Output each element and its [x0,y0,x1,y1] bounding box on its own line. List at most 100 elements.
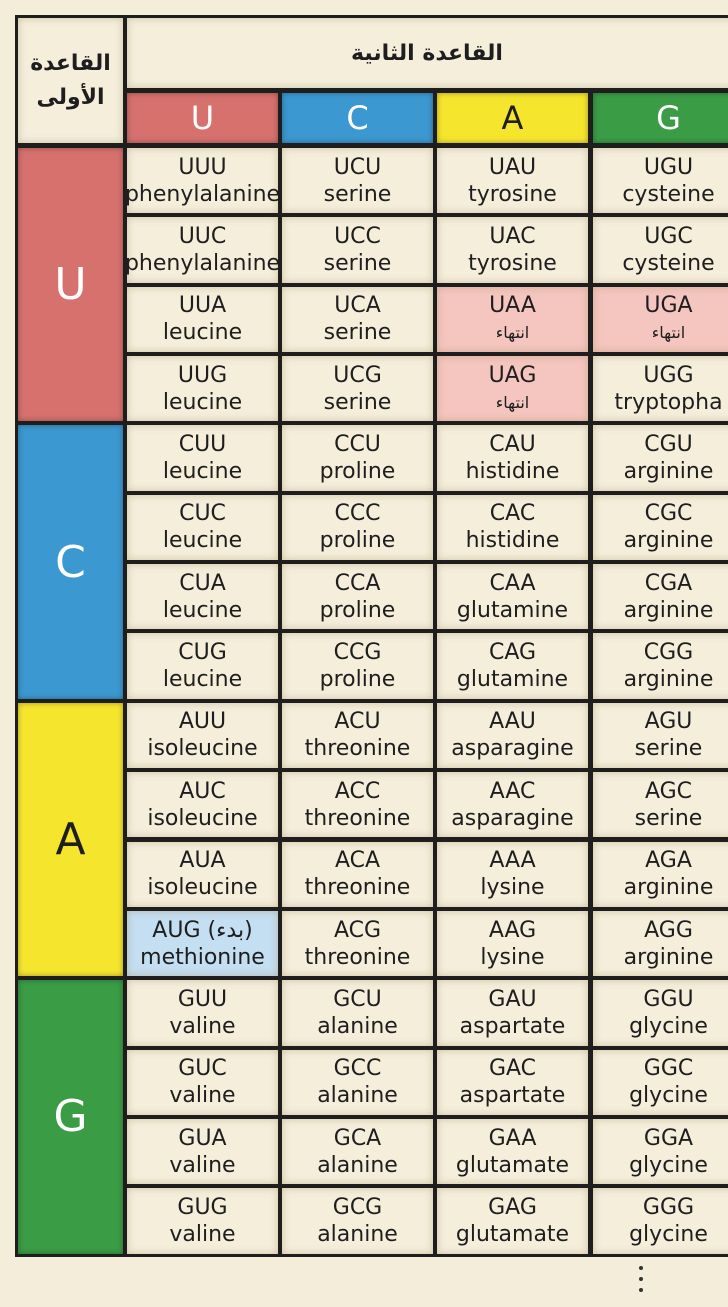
amino-acid: glutamine [456,667,569,693]
first-base: G [18,980,123,1254]
amino-acid: leucine [162,459,243,485]
codon: UGU [643,154,694,180]
amino-acid: arginine [623,667,714,693]
first-base-header: القاعدة الأولى [18,18,123,143]
amino-acid: leucine [162,528,243,554]
codon: UUG [177,362,228,388]
codon: GCA [333,1125,382,1151]
amino-acid: histidine [465,528,560,554]
codon-cell: UGC cysteine [593,217,728,283]
amino-acid: methionine [140,944,265,970]
codon: UGG [643,362,694,388]
codon: UCC [334,224,381,250]
amino-acid: valine [169,1152,236,1178]
second-base: U [127,93,278,143]
codon: UUU [178,154,227,180]
more-icon [639,1277,643,1281]
codon: CCG [333,640,382,666]
codon-cell: CAC histidine [437,494,588,561]
codon-cell: CGG arginine [593,633,728,699]
codon-cell: GGU glycine [593,980,728,1046]
codon-cell: UAU tyrosine [437,148,588,214]
second-base: A [437,93,588,143]
codon-cell: GUA valine [127,1118,278,1185]
amino-acid: serine [634,805,703,831]
codon-cell: UCA serine [282,286,433,353]
codon: AAG [488,917,537,943]
codon-cell: CUA leucine [127,564,278,630]
codon-cell: UAC tyrosine [437,217,588,283]
codon: UCG [333,362,382,388]
codon: CUC [179,501,226,527]
amino-acid: asparagine [451,805,574,831]
codon: CGU [644,432,693,458]
codon: CGG [643,640,694,666]
amino-acid: threonine [304,805,411,831]
codon: GCC [333,1056,382,1082]
amino-acid: threonine [304,736,411,762]
codon-cell: GCG alanine [282,1188,433,1254]
codon: GGG [642,1194,695,1220]
codon: GGU [643,986,694,1012]
codon: UAC [489,224,536,250]
amino-acid: histidine [465,459,560,485]
codon-cell: GUG valine [127,1188,278,1254]
amino-acid: threonine [304,944,411,970]
codon-cell: CCU proline [282,425,433,491]
codon: CAC [489,501,536,527]
codon: CUU [178,432,227,458]
amino-acid: leucine [162,597,243,623]
codon-cell: CGC arginine [593,494,728,561]
codon: UAA [489,293,536,319]
amino-acid: alanine [317,1221,398,1247]
codon: GUA [178,1125,227,1151]
amino-acid: phenylalanine [127,181,278,207]
codon-cell: GUU valine [127,980,278,1046]
codon: AAC [489,778,536,804]
codon-cell: UCU serine [282,148,433,214]
amino-acid: tyrosine [468,181,557,207]
codon: AUU [178,709,227,735]
codon: UUC [178,224,227,250]
codon-cell: AAA lysine [437,841,588,907]
amino-acid: cysteine [622,181,715,207]
more-icon [639,1266,643,1270]
codon-cell: CGA arginine [593,564,728,630]
codon-cell: GAG glutamate [437,1188,588,1254]
codon: GAC [488,1056,537,1082]
codon: UAU [488,154,537,180]
codon: CUA [179,570,226,596]
codon-cell: ACG threonine [282,910,433,977]
codon: GCU [333,986,382,1012]
amino-acid: alanine [317,1083,398,1109]
codon: ACG [333,917,382,943]
codon-cell: UAA انتهاء [437,286,588,353]
second-base: C [282,93,433,143]
first-base: U [18,148,123,422]
amino-acid: lysine [480,875,545,901]
amino-acid: valine [169,1083,236,1109]
codon-cell: GGC glycine [593,1049,728,1115]
codon: CGA [644,570,693,596]
amino-acid: aspartate [459,1013,566,1039]
codon: AGU [644,709,693,735]
codon-cell: CCC proline [282,494,433,561]
codon: UUA [178,293,227,319]
codon: AUC [179,778,226,804]
codon-cell: UUA leucine [127,286,278,353]
amino-acid: arginine [623,944,714,970]
amino-acid: serine [323,389,392,415]
codon: AAU [489,709,536,735]
codon-cell: AGU serine [593,702,728,769]
amino-acid: glycine [629,1221,708,1247]
codon-cell: GGG glycine [593,1188,728,1254]
amino-acid: glycine [629,1013,708,1039]
amino-acid: arginine [623,875,714,901]
amino-acid: phenylalanine [127,251,278,277]
codon-cell: ACU threonine [282,702,433,769]
codon: GUG [177,1194,228,1220]
codon: UCU [333,154,382,180]
codon-cell: UCC serine [282,217,433,283]
codon: GGC [643,1056,694,1082]
